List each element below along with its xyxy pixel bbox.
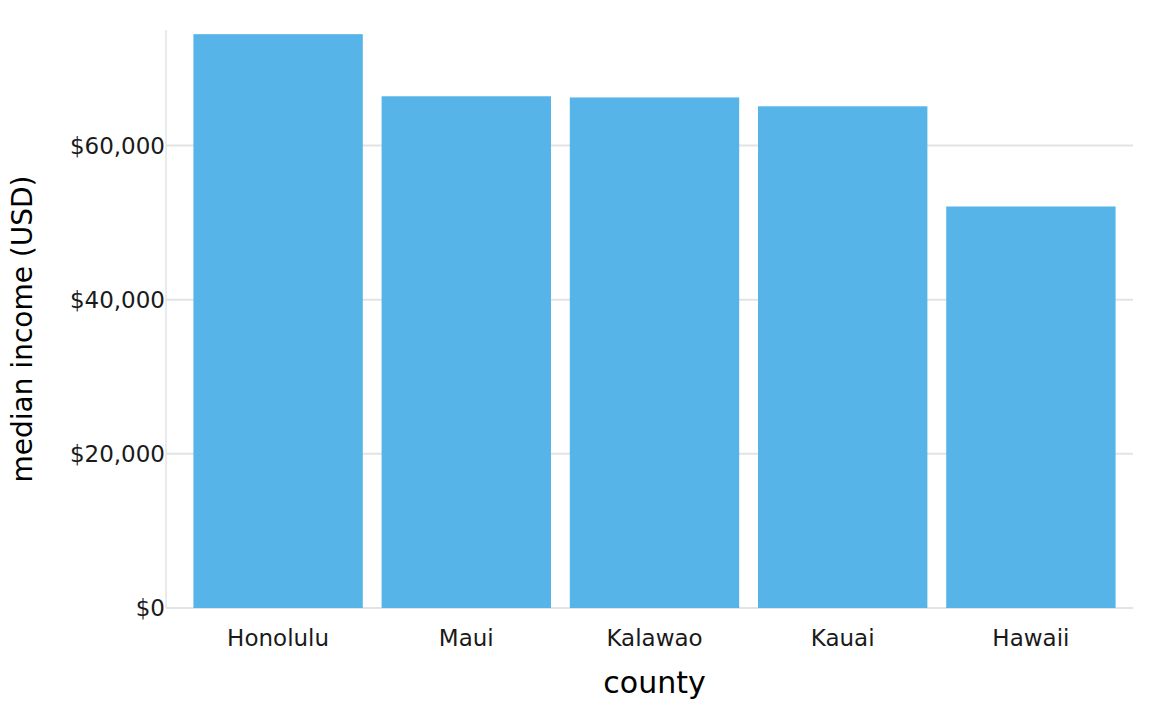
x-tick-label: Hawaii [992, 625, 1069, 651]
x-tick-label: Kauai [811, 625, 875, 651]
x-tick-label: Kalawao [606, 625, 702, 651]
y-axis-line [165, 30, 167, 608]
bar [570, 97, 739, 608]
x-axis-title: county [603, 665, 705, 700]
y-tick-label: $40,000 [70, 287, 165, 313]
x-tick-label: Maui [439, 625, 494, 651]
x-tick-label: Honolulu [227, 625, 329, 651]
bar [946, 206, 1115, 608]
y-tick-label: $0 [136, 595, 165, 621]
bar [193, 34, 362, 608]
bars [193, 34, 1115, 608]
y-axis-title: median income (USD) [6, 176, 39, 483]
chart: $0 $20,000 $40,000 $60,000 Honolulu Maui Kalaw… [0, 0, 1152, 711]
bar [758, 106, 927, 608]
y-tick-label: $20,000 [70, 441, 165, 467]
y-tick-label: $60,000 [70, 133, 165, 159]
bar [382, 96, 551, 608]
